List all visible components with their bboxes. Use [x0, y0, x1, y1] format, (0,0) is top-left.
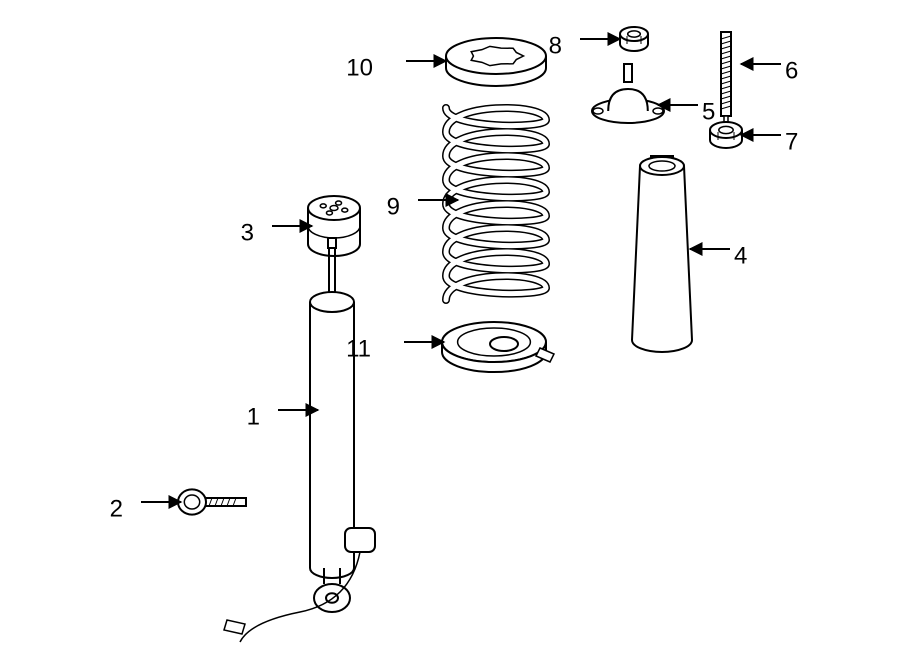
callout-5: 5 [658, 98, 715, 125]
callout-6: 6 [741, 57, 798, 84]
part-upper-spring-seat [446, 38, 546, 86]
part-nut [620, 27, 648, 51]
callout-11: 11 [346, 335, 444, 362]
callout-label: 9 [387, 193, 400, 220]
callout-label: 1 [247, 403, 260, 430]
part-bolt [178, 489, 246, 514]
callout-label: 11 [346, 335, 371, 362]
callout-label: 10 [346, 54, 373, 81]
callout-3: 3 [241, 219, 312, 246]
callout-label: 5 [702, 98, 715, 125]
part-upper-mount [592, 64, 664, 123]
callout-4: 4 [690, 242, 747, 269]
callout-label: 8 [549, 32, 562, 59]
parts-diagram: 1 2 3 4 5 6 7 8 9 10 11 [0, 0, 900, 661]
callout-1: 1 [247, 403, 318, 430]
part-dust-boot [632, 156, 692, 352]
callout-label: 3 [241, 219, 254, 246]
callout-label: 6 [785, 57, 798, 84]
part-threaded-rod [721, 32, 731, 122]
part-nut [710, 122, 742, 148]
part-shock-absorber [224, 238, 375, 642]
part-coil-spring [446, 108, 546, 300]
callout-7: 7 [741, 128, 798, 155]
callout-10: 10 [346, 54, 446, 81]
callout-2: 2 [110, 495, 181, 522]
callout-label: 4 [734, 242, 747, 269]
callout-label: 7 [785, 128, 798, 155]
callout-label: 2 [110, 495, 123, 522]
part-lower-spring-seat [442, 322, 554, 372]
callout-8: 8 [549, 32, 620, 59]
